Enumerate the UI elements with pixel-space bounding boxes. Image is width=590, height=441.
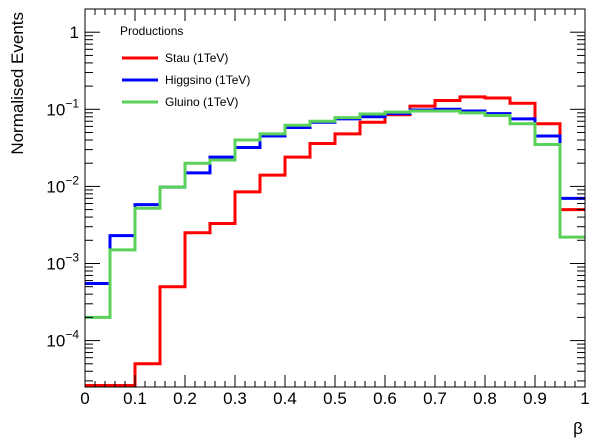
- series-layer: [85, 95, 585, 387]
- x-tick-label: 0: [80, 389, 89, 408]
- series-line-1: [85, 95, 585, 387]
- series-line-3: [85, 109, 585, 319]
- x-tick-label: 0.3: [223, 389, 247, 408]
- y-tick-label: 10−2: [46, 173, 79, 196]
- y-tick-label: 1: [70, 23, 79, 42]
- legend-entry-label: Higgsino (1TeV): [165, 73, 250, 87]
- x-tick-label: 1: [580, 389, 589, 408]
- y-axis-title: Normalised Events: [8, 12, 27, 155]
- y-tick-label: 10−3: [46, 250, 79, 273]
- x-tick-label: 0.2: [173, 389, 197, 408]
- x-tick-label: 0.1: [123, 389, 147, 408]
- x-tick-label: 0.7: [423, 389, 447, 408]
- tick-labels-layer: 0 0.1 0.2 0.3 0.4 0.5 0.6 0.7 0.8 0.9 1 1 10−1 10−2 10…: [46, 23, 589, 408]
- legend-title: Productions: [120, 24, 183, 38]
- x-tick-label: 0.4: [273, 389, 297, 408]
- x-tick-label: 0.5: [323, 389, 347, 408]
- x-axis-title: β: [573, 419, 583, 438]
- x-tick-label: 0.6: [373, 389, 397, 408]
- y-tick-label: 10−4: [46, 328, 79, 351]
- x-tick-label: 0.8: [473, 389, 497, 408]
- ticks-layer: [84, 8, 586, 387]
- legend: Productions Stau (1TeV) Higgsino (1TeV) Gl…: [120, 24, 250, 109]
- legend-entry-label: Stau (1TeV): [165, 51, 228, 65]
- x-tick-label: 0.9: [523, 389, 547, 408]
- legend-entries: Stau (1TeV) Higgsino (1TeV) Gluino (1TeV): [122, 51, 250, 109]
- legend-entry-label: Gluino (1TeV): [165, 95, 238, 109]
- y-tick-label: 10−1: [46, 96, 79, 119]
